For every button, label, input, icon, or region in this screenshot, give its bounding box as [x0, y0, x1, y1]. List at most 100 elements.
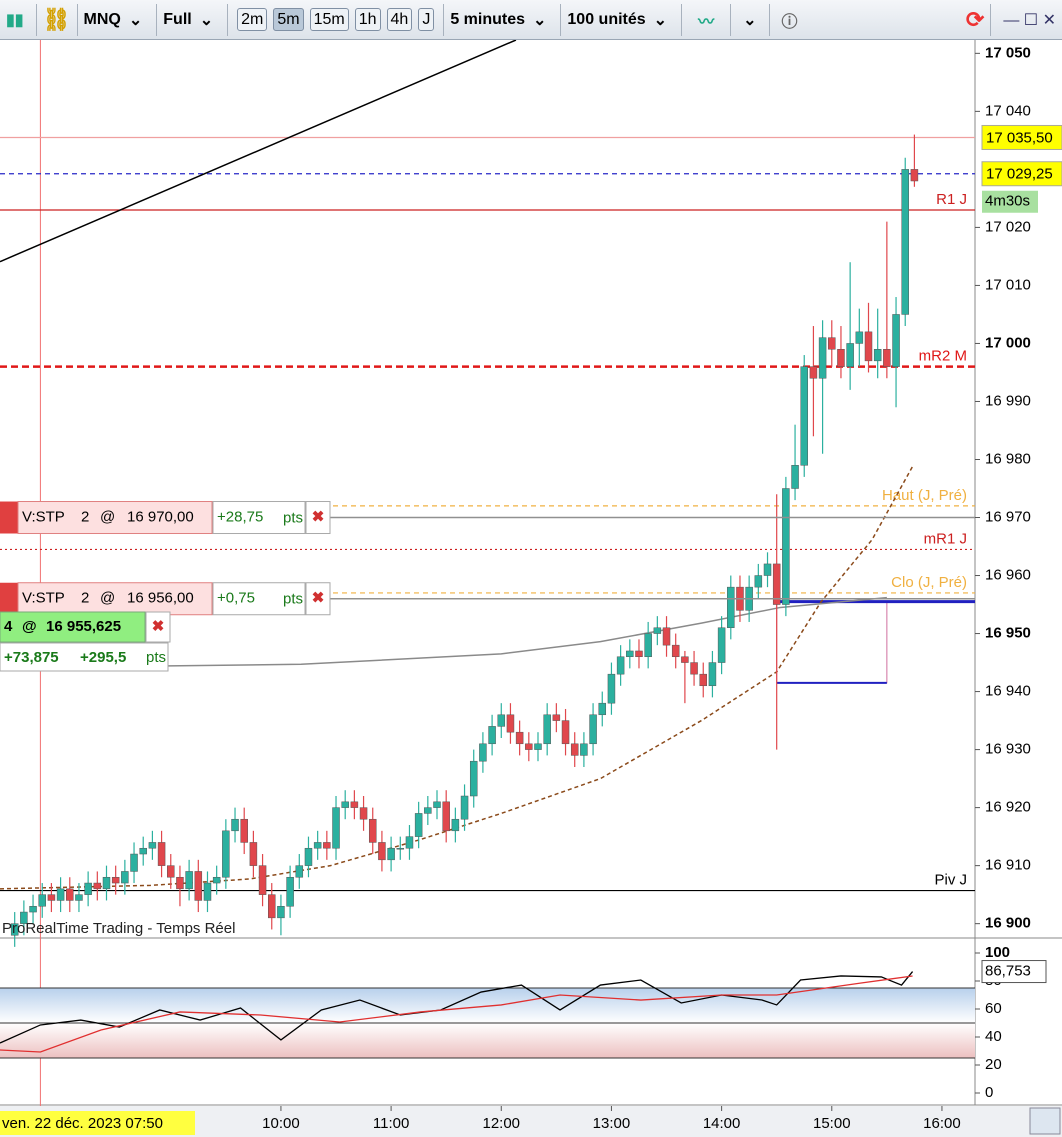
candle-body — [121, 871, 129, 884]
x-tick-label: 14:00 — [703, 1115, 741, 1132]
x-tick-label: 10:00 — [262, 1115, 300, 1132]
indicator-line — [0, 975, 913, 1053]
candle-body — [102, 876, 111, 890]
candle-body — [515, 731, 524, 745]
timeframe-button[interactable]: 4h — [386, 7, 413, 31]
indicator-tick-label: 40 — [985, 1028, 1002, 1045]
order-close[interactable] — [305, 582, 331, 616]
price-label: 17 029,25 — [986, 166, 1053, 183]
position-gain-box — [0, 642, 169, 672]
candle-body — [681, 656, 689, 663]
candle-body — [598, 702, 607, 716]
candle-body — [883, 349, 891, 367]
order-type: V:STP — [22, 508, 65, 525]
candle-body — [525, 743, 533, 750]
candle-body — [323, 842, 331, 849]
price-label: 17 035,50 — [986, 129, 1053, 146]
candle-body — [699, 673, 707, 687]
y-tick-label: 17 020 — [985, 218, 1031, 235]
candle-body — [580, 743, 588, 756]
candle-body — [708, 662, 717, 687]
candle-body — [378, 842, 386, 861]
symbol[interactable]: MNQ — [83, 10, 121, 28]
indicator-tick-label: 100 — [985, 944, 1010, 961]
candle-body — [570, 743, 579, 756]
timer: 4m30s — [985, 193, 1030, 210]
candle-body — [222, 830, 230, 878]
timeframe-button[interactable]: 15m — [309, 7, 349, 31]
y-tick-label: 17 050 — [985, 44, 1031, 61]
position-close[interactable] — [145, 611, 171, 643]
timeframe-button[interactable]: 5m — [273, 7, 304, 31]
level-label: Clo (J, Pré) — [891, 574, 967, 591]
y-tick-label: 17 040 — [985, 102, 1031, 119]
candle-body — [873, 349, 882, 362]
timeframe-button[interactable]: 1h — [354, 7, 381, 31]
candle-body — [111, 876, 120, 884]
y-tick-label: 16 920 — [985, 799, 1031, 816]
position-qty: 4 — [4, 618, 13, 635]
scroll-button[interactable] — [1029, 1107, 1061, 1135]
order-at: @ — [100, 590, 115, 607]
candle-body — [690, 662, 698, 675]
candle-body — [552, 714, 561, 721]
candle-body — [387, 847, 395, 861]
candle-body — [66, 888, 74, 901]
candle-body — [662, 627, 671, 646]
interval[interactable]: 5 minutes — [450, 10, 525, 28]
mode[interactable]: Full — [163, 10, 192, 28]
candle-body — [130, 853, 138, 872]
timeframe-button[interactable]: 2m — [237, 7, 268, 31]
timeframe-button[interactable]: J — [418, 7, 435, 31]
candle-body — [864, 331, 873, 362]
candle-body — [84, 882, 92, 895]
order-qty: 2 — [81, 508, 89, 525]
candle-body — [506, 714, 515, 733]
units[interactable]: 100 unités — [567, 10, 646, 28]
position-box — [0, 611, 146, 643]
sync-icon[interactable]: ⟳ — [965, 6, 985, 32]
candle-body — [635, 650, 643, 658]
candle-body — [240, 818, 248, 843]
indicator-value: 86,753 — [985, 963, 1031, 980]
y-tick-label: 16 930 — [985, 741, 1031, 758]
y-tick-label: 16 900 — [985, 915, 1031, 932]
order-price: 16 956,00 — [127, 590, 194, 607]
indicator-icon[interactable]: 〰 — [698, 13, 715, 31]
candle-body — [185, 871, 193, 890]
timeframes: 2m 5m 15m 1h 4h J — [234, 7, 437, 31]
level-label: Haut (J, Pré) — [882, 487, 967, 504]
candle-body — [479, 743, 487, 762]
window-buttons[interactable]: — ☐ ✕ — [1003, 11, 1056, 29]
candle-body — [368, 818, 377, 843]
order-type: V:STP — [22, 590, 65, 607]
y-tick-label: 16 910 — [985, 857, 1031, 874]
candle-body — [727, 586, 735, 628]
candle-body — [901, 169, 909, 315]
candle-body — [910, 169, 919, 182]
order-unit: pts — [283, 509, 303, 526]
order-close[interactable] — [305, 501, 331, 535]
order-at: @ — [100, 508, 115, 525]
candle-body — [29, 905, 37, 913]
candle-body — [837, 349, 845, 367]
candle-body — [405, 836, 414, 849]
info-icon[interactable]: ⓘ — [781, 13, 798, 31]
order-unit: pts — [283, 591, 303, 608]
candle-body — [194, 871, 203, 901]
level-label: R1 J — [936, 191, 967, 208]
candle-body — [772, 563, 781, 605]
order-gain: +0,75 — [217, 590, 255, 607]
candle-body — [75, 894, 83, 901]
link-icon[interactable]: ⛓ — [42, 6, 71, 32]
indicator-tick-label: 0 — [985, 1084, 993, 1101]
candle-body — [846, 343, 854, 367]
candle-body — [754, 575, 763, 588]
indicator-value-box — [981, 960, 1047, 984]
candle-body — [653, 627, 662, 634]
toolbar: ▮▮ ⛓ MNQ ⌄ Full ⌄ 2m 5m 15m 1h 4h J 5 minutes ⌄ … — [0, 0, 1062, 40]
candle-body — [20, 911, 28, 924]
order-qty: 2 — [81, 590, 89, 607]
position-close-icon: ✖ — [152, 618, 165, 635]
